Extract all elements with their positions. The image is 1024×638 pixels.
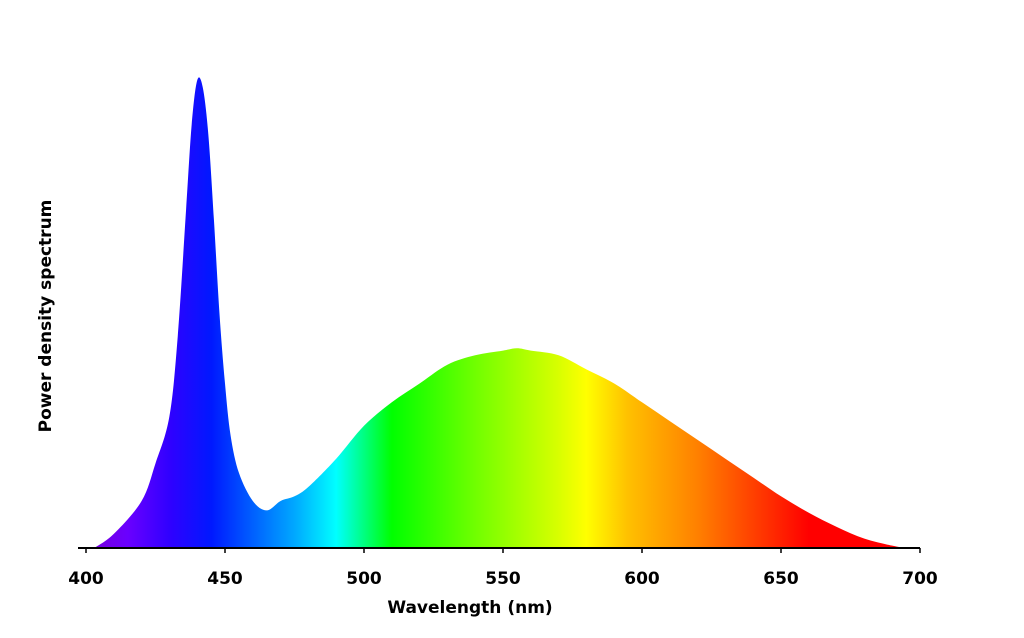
x-tick-label-700: 700 <box>902 569 938 589</box>
spectrum-area <box>94 77 907 548</box>
x-tick-label-450: 450 <box>207 569 243 589</box>
x-axis-title: Wavelength (nm) <box>387 598 552 618</box>
x-tick-label-650: 650 <box>763 569 799 589</box>
x-tick-label-550: 550 <box>485 569 521 589</box>
plot-area <box>94 77 907 548</box>
x-tick-label-500: 500 <box>346 569 382 589</box>
y-axis-title: Power density spectrum <box>36 200 56 433</box>
x-tick-label-600: 600 <box>624 569 660 589</box>
x-tick-label-400: 400 <box>68 569 104 589</box>
x-axis-ticks: 400 450 500 550 600 650 700 <box>68 548 938 589</box>
